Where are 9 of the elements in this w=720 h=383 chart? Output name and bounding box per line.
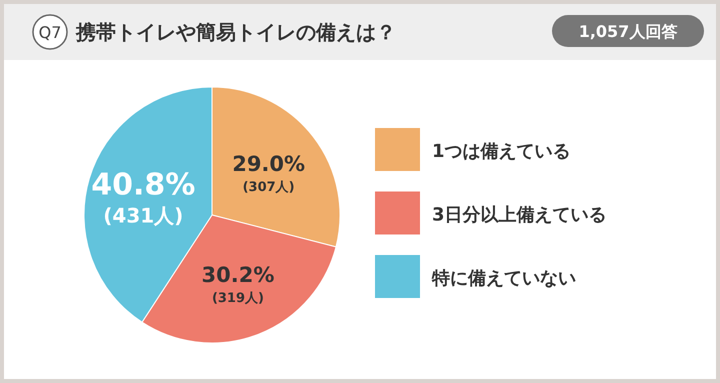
text: 1,057人回答: [578, 22, 678, 41]
chart-title: 携帯トイレや簡易トイレの備えは？: [75, 20, 396, 44]
data-label: 40.8% (431人): [91, 168, 196, 228]
data-label: 30.2% (319人): [202, 262, 274, 306]
legend-label: 1つは備えている: [432, 141, 571, 162]
legend-label: 3日分以上備えている: [432, 204, 607, 226]
legend-label: 特に備えていない: [431, 268, 576, 289]
data-label: 29.0% (307人): [232, 152, 306, 196]
text: Q7: [38, 23, 62, 42]
